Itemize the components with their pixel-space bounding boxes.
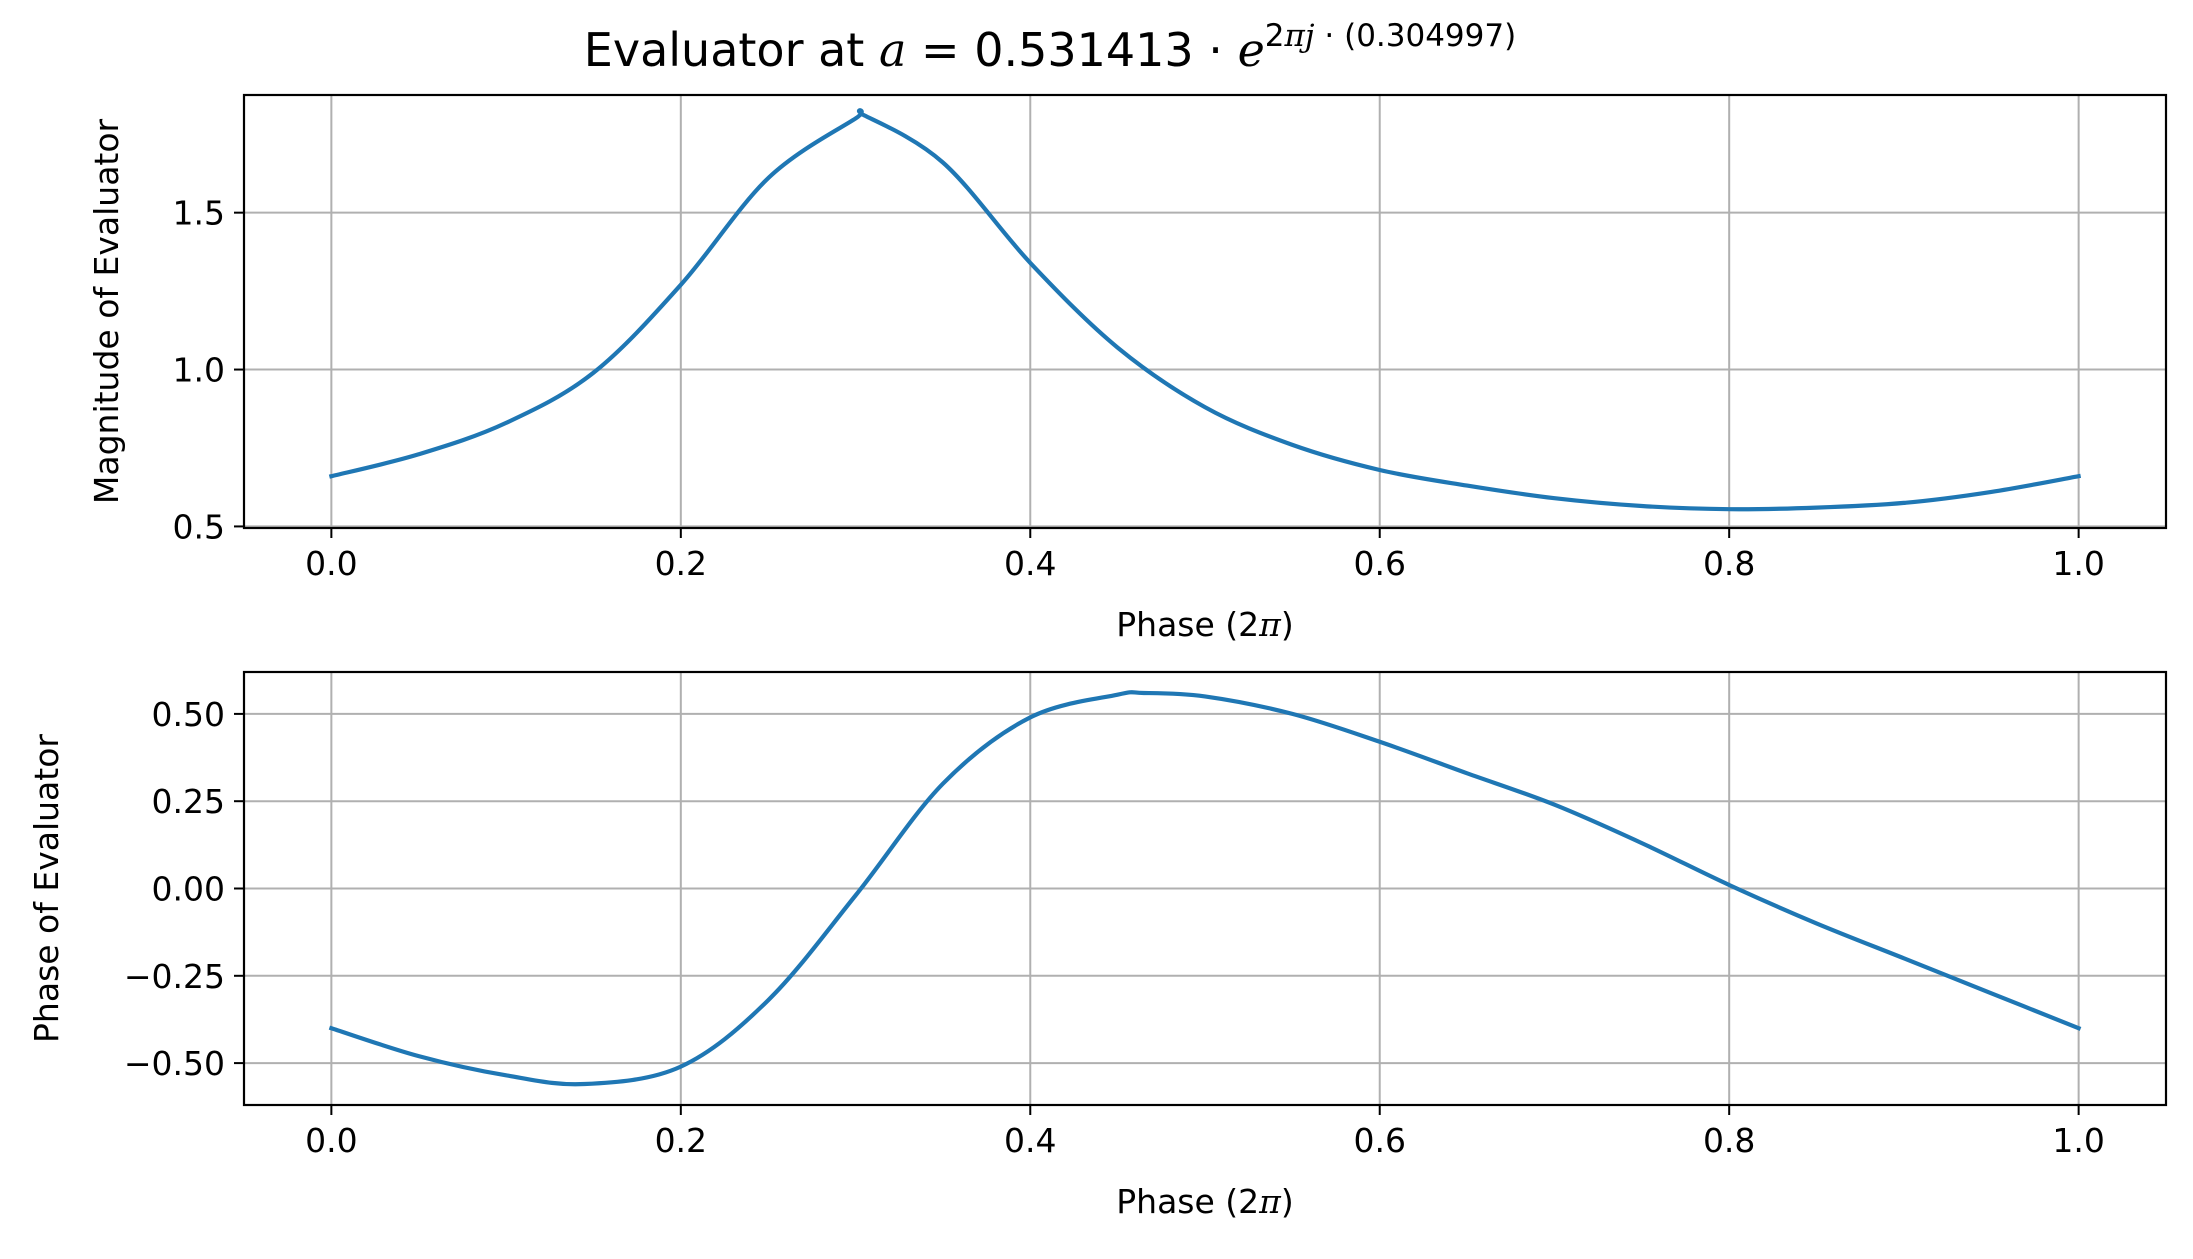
x-tick-label: 0.4 <box>1004 1121 1056 1160</box>
title-equals: = 0.531413 · <box>906 23 1237 77</box>
y-tick-label: 0.5 <box>173 507 225 546</box>
title-exp-pi: π <box>1284 18 1306 54</box>
magnitude-panel: 0.0 0.2 0.4 0.6 0.8 1.0 0.5 1.0 1.5 Phase (2π) Mag… <box>87 93 2168 644</box>
x-tick-label: 0.8 <box>1703 1121 1755 1160</box>
x-tick-label: 1.0 <box>2052 544 2104 583</box>
title-prefix: Evaluator at <box>584 23 879 77</box>
y-tick-label: 1.5 <box>173 194 225 233</box>
title-exp-num: 2 <box>1265 18 1285 54</box>
x-tick-label: 0.2 <box>655 544 707 583</box>
x-axis-label-pi: π <box>1258 605 1282 644</box>
x-axis-label-text: Phase (2 <box>1116 605 1259 644</box>
x-axis-label-pi: π <box>1258 1182 1282 1221</box>
y-tick-label: −0.25 <box>124 957 225 996</box>
x-axis-label: Phase (2π) <box>1116 605 1293 644</box>
x-tick-label: 0.6 <box>1353 1121 1405 1160</box>
y-tick-label: −0.50 <box>124 1044 225 1083</box>
title-base: e <box>1238 23 1265 77</box>
series-line <box>328 108 2082 512</box>
y-tick-label: 0.50 <box>152 695 225 734</box>
x-axis-label-close: ) <box>1281 605 1294 644</box>
phase-panel: 0.0 0.2 0.4 0.6 0.8 1.0 −0.50 −0.25 0.00 0.25 0.50… <box>27 670 2168 1221</box>
y-tick-label: 0.00 <box>152 870 225 909</box>
x-tick-label: 0.6 <box>1353 544 1405 583</box>
x-tick-label: 1.0 <box>2052 1121 2104 1160</box>
y-tick-label: 0.25 <box>152 782 225 821</box>
x-tick-label: 0.2 <box>655 1121 707 1160</box>
x-tick-label: 0.0 <box>305 544 357 583</box>
x-axis-label: Phase (2π) <box>1116 1182 1293 1221</box>
x-tick-label: 0.8 <box>1703 544 1755 583</box>
x-axis-label-text: Phase (2 <box>1116 1182 1259 1221</box>
y-axis-label: Magnitude of Evaluator <box>87 118 126 504</box>
x-tick-label: 0.4 <box>1004 544 1056 583</box>
chart-title: Evaluator at a = 0.531413 · e2πj · (0.30… <box>584 18 1516 77</box>
y-axis-label: Phase of Evaluator <box>27 734 66 1043</box>
series-line <box>328 690 2082 1087</box>
title-var: a <box>879 23 906 77</box>
x-axis-label-close: ) <box>1281 1182 1294 1221</box>
axes-frame <box>242 93 2168 530</box>
y-tick-label: 1.0 <box>173 351 225 390</box>
title-exp-rest: · (0.304997) <box>1315 18 1517 54</box>
x-tick-label: 0.0 <box>305 1121 357 1160</box>
